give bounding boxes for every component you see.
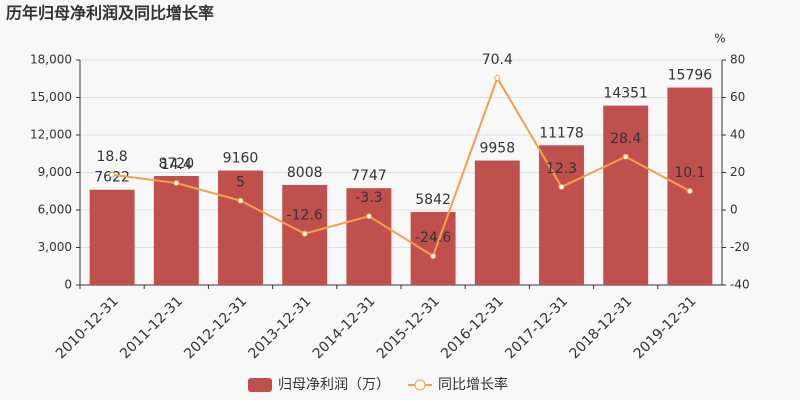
line-point xyxy=(109,171,116,178)
line-value-label: -24.6 xyxy=(415,230,451,246)
y2-tick-label: -40 xyxy=(730,278,750,292)
y-tick-label: 9,000 xyxy=(38,165,72,179)
y2-unit: % xyxy=(714,32,725,46)
line-value-label: 18.8 xyxy=(97,149,128,165)
line-point xyxy=(494,75,501,81)
y2-tick-label: 20 xyxy=(730,165,745,179)
legend-label: 同比增长率 xyxy=(438,376,508,393)
line-point xyxy=(365,213,372,220)
bar xyxy=(153,176,199,285)
bar xyxy=(346,188,392,285)
y2-tick-label: -20 xyxy=(730,240,750,254)
x-tick-group: 2019-12-31 xyxy=(631,293,700,362)
x-tick-label: 2012-12-31 xyxy=(181,293,250,362)
line-value-label: 70.4 xyxy=(482,52,513,68)
x-tick-group: 2018-12-31 xyxy=(567,293,636,362)
legend-icon xyxy=(414,379,426,391)
y-tick-label: 3,000 xyxy=(38,240,72,254)
bar xyxy=(667,87,713,285)
x-tick-group: 2012-12-31 xyxy=(181,293,250,362)
legend-icon xyxy=(248,378,272,392)
line-point xyxy=(173,180,180,186)
x-tick-group: 2016-12-31 xyxy=(438,293,507,362)
y-tick-label: 0 xyxy=(64,278,72,292)
x-tick-group: 2017-12-31 xyxy=(502,293,571,362)
x-tick-label: 2011-12-31 xyxy=(117,293,186,362)
x-tick-group: 2013-12-31 xyxy=(246,293,315,362)
bar xyxy=(410,211,456,285)
bar xyxy=(539,145,584,285)
y2-tick-label: 80 xyxy=(730,53,745,67)
chart-title: 历年归母净利润及同比增长率 xyxy=(6,4,214,23)
bar-value-label: 15796 xyxy=(668,68,713,84)
line-point xyxy=(430,253,437,260)
bar xyxy=(474,160,520,285)
bar-value-label: 9160 xyxy=(223,151,259,167)
bar-value-label: 14351 xyxy=(603,86,648,102)
y-tick-label: 15,000 xyxy=(30,90,72,104)
line-point xyxy=(622,153,629,160)
x-tick-label: 2016-12-31 xyxy=(438,293,507,362)
x-tick-label: 2013-12-31 xyxy=(246,293,315,362)
x-tick-label: 2014-12-31 xyxy=(310,293,379,362)
bar-value-label: 8720 xyxy=(158,156,194,172)
bar-value-label: 5842 xyxy=(415,192,451,208)
bar xyxy=(218,170,263,285)
y-tick-label: 12,000 xyxy=(30,128,72,142)
x-tick-group: 2011-12-31 xyxy=(117,293,186,362)
line-value-label: 5 xyxy=(236,175,245,191)
line-point xyxy=(558,183,565,190)
line xyxy=(111,75,691,258)
legend-label: 归母净利润（万） xyxy=(278,376,390,393)
bar-value-label: 7747 xyxy=(351,168,387,184)
bar xyxy=(603,105,649,285)
bar xyxy=(89,189,135,285)
y2-tick-label: 40 xyxy=(730,128,745,142)
x-tick-group: 2014-12-31 xyxy=(310,293,379,362)
y-tick-label: 6,000 xyxy=(38,203,72,217)
y-tick-label: 18,000 xyxy=(30,53,72,67)
y2-tick-label: 0 xyxy=(730,203,738,217)
x-tick-label: 2018-12-31 xyxy=(567,293,636,362)
line-point xyxy=(237,197,244,204)
x-tick-group: 2010-12-31 xyxy=(53,293,122,362)
line-value-label: 12.3 xyxy=(546,161,577,177)
line-value-label: 10.1 xyxy=(674,165,705,181)
x-tick-group: 2015-12-31 xyxy=(374,293,443,362)
y2-tick-label: 60 xyxy=(730,90,745,104)
bar-value-label: 8008 xyxy=(287,165,323,181)
line-value-label: -3.3 xyxy=(355,190,382,206)
x-tick-label: 2019-12-31 xyxy=(631,293,700,362)
x-tick-label: 2010-12-31 xyxy=(53,293,122,362)
line-point xyxy=(686,188,693,195)
x-tick-label: 2015-12-31 xyxy=(374,293,443,362)
line-value-label: 28.4 xyxy=(610,131,641,147)
line-value-label: 14.4 xyxy=(161,157,192,173)
bar-value-label: 9958 xyxy=(479,141,515,157)
x-tick-label: 2017-12-31 xyxy=(502,293,571,362)
line-value-label: -12.6 xyxy=(287,208,323,224)
line-point xyxy=(301,230,308,237)
bar-value-label: 11178 xyxy=(539,125,584,141)
